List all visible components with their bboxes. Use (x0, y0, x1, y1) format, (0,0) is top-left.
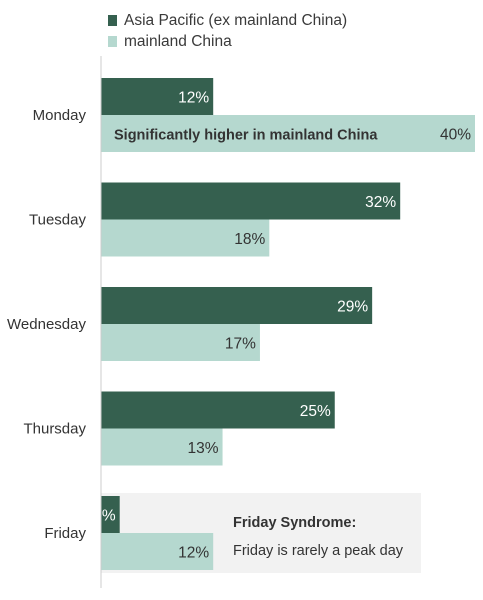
bar-asia-pacific-ex-mainland-china-friday (101, 496, 120, 533)
legend-label-mainland-china: mainland China (124, 32, 232, 50)
legend-item-asia-pacific: Asia Pacific (ex mainland China) (108, 10, 347, 31)
category-label-friday: Friday (44, 525, 86, 542)
data-label-asia-pacific-ex-mainland-china-tuesday: 32% (365, 194, 396, 211)
data-label-mainland-china-thursday: 13% (188, 440, 219, 457)
legend-item-mainland-china: mainland China (108, 31, 347, 52)
friday-annotation-text: Friday is rarely a peak day (233, 543, 404, 559)
bar-asia-pacific-ex-mainland-china-monday (101, 78, 214, 115)
legend-swatch-asia-pacific (108, 15, 117, 26)
data-label-asia-pacific-ex-mainland-china-friday: 2% (93, 508, 116, 525)
bar-mainland-china-tuesday (101, 219, 270, 257)
bar-mainland-china-friday (101, 533, 214, 570)
friday-annotation-title: Friday Syndrome: (233, 515, 356, 531)
legend: Asia Pacific (ex mainland China) mainlan… (108, 10, 347, 52)
category-label-monday: Monday (33, 107, 87, 124)
data-label-mainland-china-wednesday: 17% (225, 336, 256, 353)
bar-mainland-china-thursday (101, 428, 223, 466)
legend-label-asia-pacific: Asia Pacific (ex mainland China) (124, 11, 348, 29)
data-label-mainland-china-tuesday: 18% (234, 231, 265, 248)
bar-mainland-china-monday (101, 115, 475, 152)
data-label-mainland-china-friday: 12% (178, 545, 209, 562)
category-label-tuesday: Tuesday (29, 212, 86, 229)
category-label-wednesday: Wednesday (7, 316, 86, 333)
bar-asia-pacific-ex-mainland-china-wednesday (101, 287, 373, 324)
data-label-asia-pacific-ex-mainland-china-monday: 12% (178, 90, 209, 107)
data-label-asia-pacific-ex-mainland-china-wednesday: 29% (337, 299, 368, 316)
legend-swatch-mainland-china (108, 36, 117, 47)
data-label-mainland-china-monday: 40% (440, 127, 471, 144)
bar-asia-pacific-ex-mainland-china-thursday (101, 391, 335, 429)
category-label-thursday: Thursday (23, 421, 86, 438)
data-label-asia-pacific-ex-mainland-china-thursday: 25% (300, 403, 331, 420)
bar-mainland-china-wednesday (101, 324, 260, 361)
monday-annotation-text: Significantly higher in mainland China (114, 128, 378, 144)
bar-asia-pacific-ex-mainland-china-tuesday (101, 182, 401, 220)
